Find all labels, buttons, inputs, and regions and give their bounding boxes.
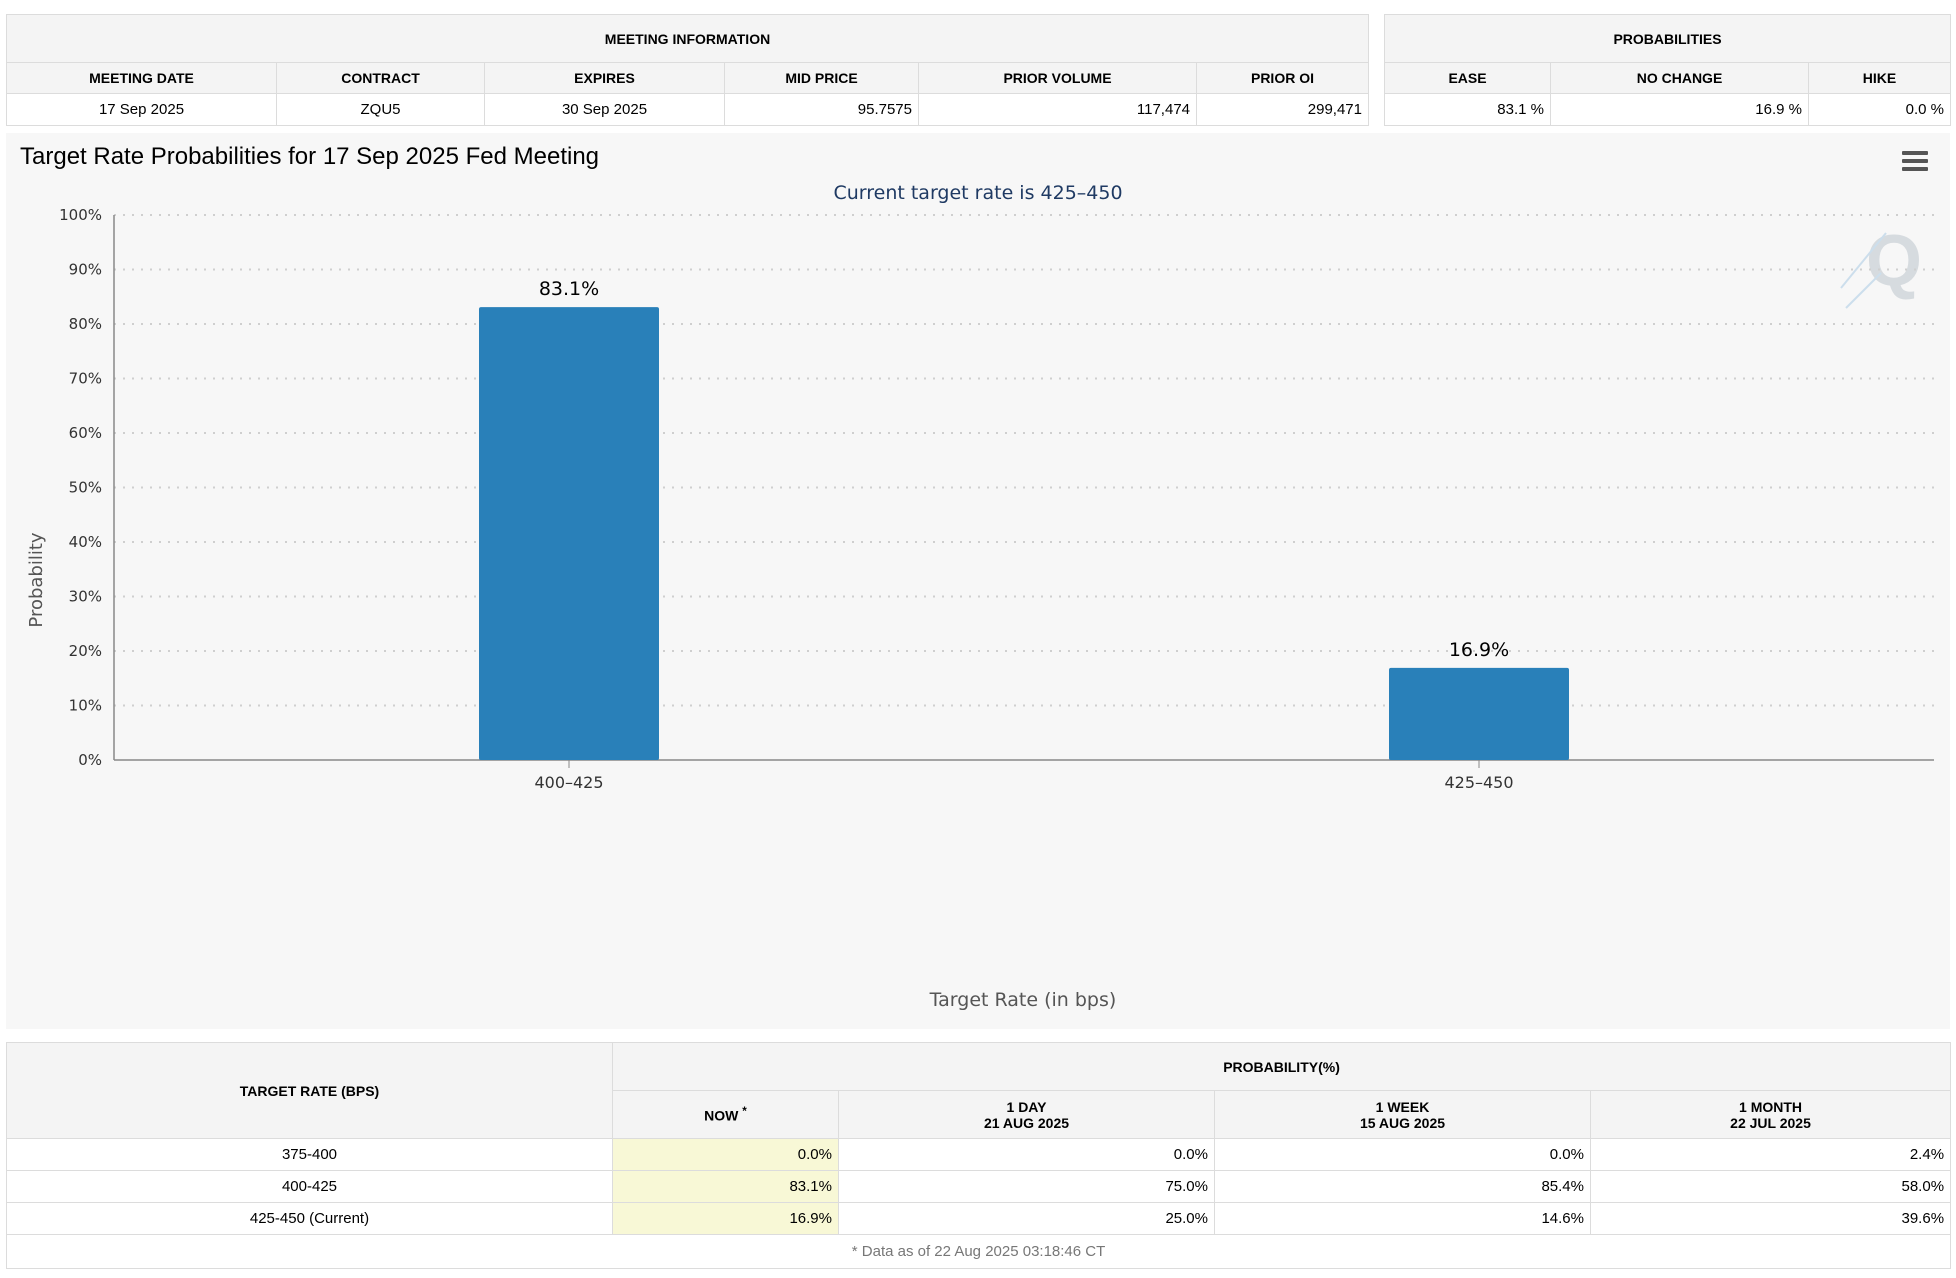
bar[interactable] xyxy=(1389,667,1569,760)
column-header: EASE xyxy=(1384,62,1551,94)
column-header: MEETING DATE xyxy=(6,62,277,94)
now-column-header: NOW * xyxy=(612,1090,839,1139)
ease-cell: 83.1 % xyxy=(1384,93,1551,126)
one-month-label: 1 MONTH xyxy=(1739,1098,1803,1115)
data-label: 83.1% xyxy=(539,278,599,300)
y-tick-label: 70% xyxy=(69,370,102,388)
prior-volume-cell: 117,474 xyxy=(918,93,1197,126)
hamburger-menu-icon[interactable] xyxy=(1902,151,1928,171)
one-day-cell: 75.0% xyxy=(838,1170,1215,1203)
bar[interactable] xyxy=(479,307,659,760)
y-tick-label: 90% xyxy=(69,261,102,279)
x-axis-label: Target Rate (in bps) xyxy=(929,989,1117,1011)
column-header: NO CHANGE xyxy=(1550,62,1809,94)
expires-cell: 30 Sep 2025 xyxy=(484,93,725,126)
one-day-cell: 0.0% xyxy=(838,1138,1215,1171)
one-month-cell: 39.6% xyxy=(1589,1202,1952,1235)
one-day-date: 21 AUG 2025 xyxy=(983,1114,1070,1131)
y-tick-label: 0% xyxy=(78,751,102,769)
chart-subtitle: Current target rate is 425–450 xyxy=(833,182,1122,204)
probabilities-table: PROBABILITIES EASE NO CHANGE HIKE 83.1 %… xyxy=(1384,14,1951,126)
one-day-cell: 25.0% xyxy=(838,1202,1215,1235)
meeting-information-table: MEETING INFORMATION MEETING DATE CONTRAC… xyxy=(6,14,1369,126)
now-marker: * xyxy=(742,1105,747,1119)
one-week-label: 1 WEEK xyxy=(1375,1098,1430,1115)
bar-chart: Q Current target rate is 425–450 0% 10% 20… xyxy=(26,182,1934,1011)
column-header: PRIOR OI xyxy=(1196,62,1369,94)
y-tick-label: 20% xyxy=(69,642,102,660)
data-label: 16.9% xyxy=(1449,639,1509,661)
y-tick-label: 100% xyxy=(59,206,102,224)
target-rate-header: TARGET RATE (BPS) xyxy=(6,1042,613,1139)
y-tick-label: 30% xyxy=(69,588,102,606)
column-header: CONTRACT xyxy=(276,62,485,94)
now-cell: 83.1% xyxy=(612,1170,839,1203)
one-month-cell: 2.4% xyxy=(1589,1138,1952,1171)
now-label: NOW xyxy=(704,1107,739,1124)
x-tick-label: 425–450 xyxy=(1444,773,1513,792)
table-row: 425-450 (Current) 16.9% 25.0% 14.6% 39.6… xyxy=(6,1202,1952,1235)
rate-cell: 400-425 xyxy=(6,1170,613,1203)
one-week-date: 15 AUG 2025 xyxy=(1359,1114,1446,1131)
one-month-date: 22 JUL 2025 xyxy=(1730,1114,1811,1131)
chart-title: Target Rate Probabilities for 17 Sep 202… xyxy=(20,143,600,170)
y-tick-label: 80% xyxy=(69,315,102,333)
column-header: PRIOR VOLUME xyxy=(918,62,1197,94)
no-change-cell: 16.9 % xyxy=(1550,93,1809,126)
probability-history-table: TARGET RATE (BPS) PROBABILITY(%) NOW * 1… xyxy=(5,1042,1952,1269)
y-tick-label: 50% xyxy=(69,479,102,497)
y-tick-label: 60% xyxy=(69,424,102,442)
chart-container: Target Rate Probabilities for 17 Sep 202… xyxy=(6,133,1950,1029)
rate-cell: 425-450 (Current) xyxy=(6,1202,613,1235)
meeting-date-cell: 17 Sep 2025 xyxy=(6,93,277,126)
one-week-cell: 14.6% xyxy=(1214,1202,1591,1235)
q-logo-icon: Q xyxy=(1840,221,1922,309)
y-axis-label: Probability xyxy=(26,532,47,627)
svg-text:Q: Q xyxy=(1866,221,1922,301)
column-header: EXPIRES xyxy=(484,62,725,94)
prior-oi-cell: 299,471 xyxy=(1196,93,1369,126)
one-week-cell: 85.4% xyxy=(1214,1170,1591,1203)
contract-cell: ZQU5 xyxy=(276,93,485,126)
rate-cell: 375-400 xyxy=(6,1138,613,1171)
table-row: 400-425 83.1% 75.0% 85.4% 58.0% xyxy=(6,1170,1952,1203)
one-day-column-header: 1 DAY 21 AUG 2025 xyxy=(838,1090,1215,1139)
now-cell: 0.0% xyxy=(612,1138,839,1171)
now-cell: 16.9% xyxy=(612,1202,839,1235)
meeting-information-header: MEETING INFORMATION xyxy=(6,14,1369,63)
column-header: HIKE xyxy=(1808,62,1951,94)
y-tick-label: 40% xyxy=(69,533,102,551)
one-month-cell: 58.0% xyxy=(1589,1170,1952,1203)
column-header: MID PRICE xyxy=(724,62,919,94)
one-day-label: 1 DAY xyxy=(1006,1098,1047,1115)
x-tick-label: 400–425 xyxy=(534,773,603,792)
one-month-column-header: 1 MONTH 22 JUL 2025 xyxy=(1589,1090,1952,1139)
one-week-cell: 0.0% xyxy=(1214,1138,1591,1171)
one-week-column-header: 1 WEEK 15 AUG 2025 xyxy=(1214,1090,1591,1139)
table-row: 375-400 0.0% 0.0% 0.0% 2.4% xyxy=(6,1138,1952,1171)
hike-cell: 0.0 % xyxy=(1808,93,1951,126)
y-tick-label: 10% xyxy=(69,697,102,715)
probability-header: PROBABILITY(%) xyxy=(611,1042,1952,1091)
probabilities-header: PROBABILITIES xyxy=(1384,14,1951,63)
data-timestamp-footer: * Data as of 22 Aug 2025 03:18:46 CT xyxy=(5,1234,1952,1269)
mid-price-cell: 95.7575 xyxy=(724,93,919,126)
